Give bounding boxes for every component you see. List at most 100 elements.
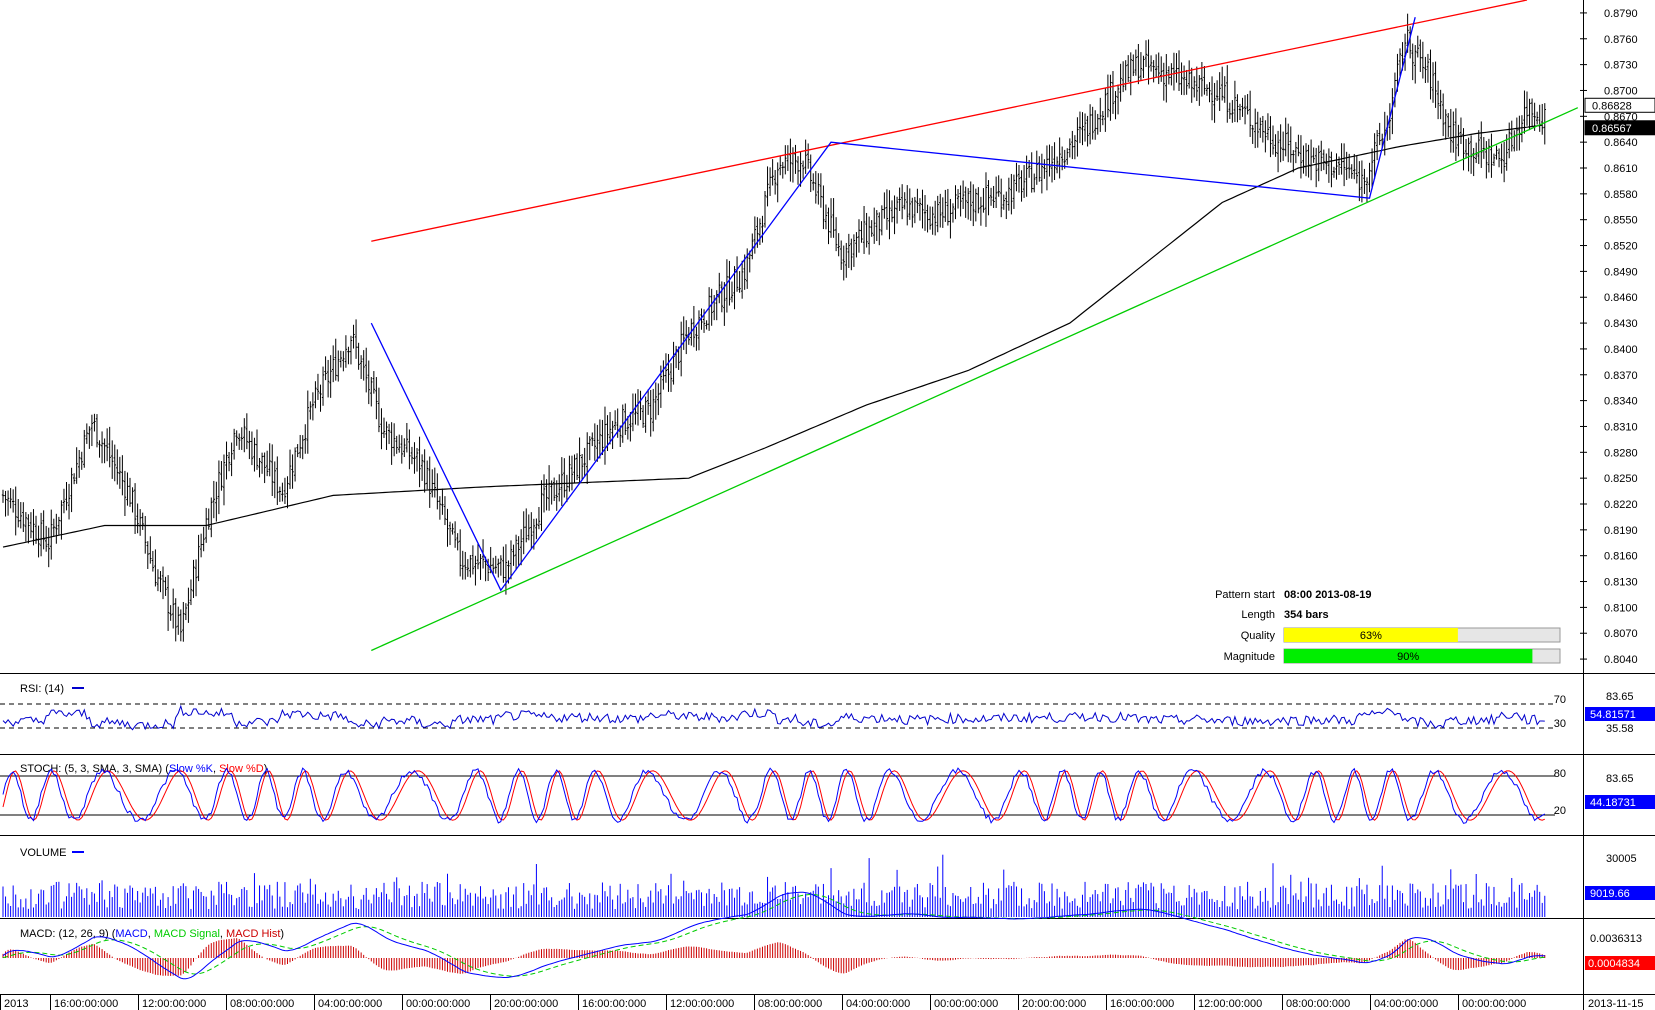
time-tick-label-7: 16:00:00:000 [582, 998, 646, 1010]
magnitude-percent: 90% [1397, 651, 1419, 663]
macd-line-label: MACD [115, 928, 147, 940]
volume-current-value: 9019.66 [1590, 888, 1630, 900]
pattern-overlays [370, 0, 1579, 652]
price-tick-label-22: 0.8130 [1604, 577, 1638, 589]
overlay-line-0 [371, 0, 1528, 242]
time-tick-label-4: 04:00:00:000 [318, 998, 382, 1010]
price-tick-label-23: 0.8100 [1604, 602, 1638, 614]
price-tag-label-0: 0.86828 [1592, 100, 1632, 112]
moving-average-line [2, 124, 1543, 548]
price-tick-label-24: 0.8070 [1604, 628, 1638, 640]
time-tick-label-17: 00:00:00:000 [1462, 998, 1526, 1010]
price-tick-label-19: 0.8220 [1604, 499, 1638, 511]
macd-panel: MACD: (12, 26, 9) (MACD, MACD Signal, MA… [2, 891, 1655, 980]
time-tick-label-10: 04:00:00:000 [846, 998, 910, 1010]
time-tick-label-1: 16:00:00:000 [54, 998, 118, 1010]
price-tick-label-1: 0.8760 [1604, 34, 1638, 46]
time-axis: 2013 16:00:00:000 12:00:00:000 08:00:00:000… [0, 995, 1526, 1010]
volume-scale-top: 30005 [1606, 853, 1637, 865]
price-tick-label-20: 0.8190 [1604, 525, 1638, 537]
quality-bar-fill [1284, 628, 1458, 642]
price-tick-label-2: 0.8730 [1604, 60, 1638, 72]
stoch-label-prefix: STOCH: (5, 3, SMA, 3, SMA) ( [20, 763, 169, 775]
price-tick-label-6: 0.8610 [1604, 163, 1638, 175]
rsi-label: RSI: (14) [20, 683, 64, 695]
price-tick-label-17: 0.8280 [1604, 447, 1638, 459]
time-tick-label-2: 12:00:00:000 [142, 998, 206, 1010]
price-tick-label-15: 0.8340 [1604, 396, 1638, 408]
macd-histogram [2, 938, 1546, 976]
price-tick-label-21: 0.8160 [1604, 551, 1638, 563]
price-tick-label-10: 0.8490 [1604, 266, 1638, 278]
price-tick-label-18: 0.8250 [1604, 473, 1638, 485]
magnitude-bar-fill [1284, 649, 1533, 663]
rsi-line [2, 704, 1545, 731]
time-tick-label-11: 00:00:00:000 [934, 998, 998, 1010]
pattern-start-value: 08:00 2013-08-19 [1284, 589, 1371, 601]
price-tick-label-12: 0.8430 [1604, 318, 1638, 330]
macd-signal-path [2, 893, 1545, 977]
overlay-line-1 [371, 107, 1579, 652]
stoch-level-80-label: 80 [1554, 768, 1566, 780]
price-tick-label-3: 0.8700 [1604, 85, 1638, 97]
macd-label-prefix: MACD: (12, 26, 9) ( [20, 928, 116, 940]
stoch-current-tag [1585, 795, 1655, 809]
time-tick-label-15: 08:00:00:000 [1286, 998, 1350, 1010]
time-tick-label-5: 00:00:00:000 [406, 998, 470, 1010]
time-tick-label-16: 04:00:00:000 [1374, 998, 1438, 1010]
price-tick-label-16: 0.8310 [1604, 421, 1638, 433]
price-tags: 0.86828 0.86567 [1584, 97, 1655, 136]
stoch-panel: STOCH: (5, 3, SMA, 3, SMA) (Slow %K, Slo… [0, 763, 1655, 824]
stoch-level-20-label: 20 [1554, 805, 1566, 817]
stoch-k-path [2, 767, 1546, 824]
stoch-lines [2, 767, 1546, 824]
stoch-label-suffix: ) [264, 763, 268, 775]
price-tag-box-1 [1584, 120, 1655, 136]
rsi-current-tag [1585, 707, 1655, 721]
rsi-panel: RSI: (14) 70 30 83.65 35.58 54.81571 [0, 683, 1655, 735]
macd-label: MACD: (12, 26, 9) (MACD, MACD Signal, MA… [20, 928, 284, 940]
price-tick-label-8: 0.8550 [1604, 215, 1638, 227]
price-tick-label-5: 0.8640 [1604, 137, 1638, 149]
length-value: 354 bars [1284, 609, 1329, 621]
macd-current-value: 0.0004834 [1588, 958, 1640, 970]
price-tick-label-14: 0.8370 [1604, 370, 1638, 382]
macd-lines [2, 891, 1545, 980]
stoch-d-label: Slow %D [219, 763, 264, 775]
macd-hist-label: MACD Hist [226, 928, 280, 940]
stoch-d-path [2, 770, 1545, 821]
price-tick-label-11: 0.8460 [1604, 292, 1638, 304]
macd-scale-top: 0.0036313 [1590, 933, 1642, 945]
price-axis: 0.87900.87600.87300.87000.86700.86400.86… [1580, 8, 1638, 666]
volume-panel: VOLUME 30005 9019.66 [2, 847, 1655, 917]
time-tick-label-3: 08:00:00:000 [230, 998, 294, 1010]
time-tick-label-14: 12:00:00:000 [1198, 998, 1262, 1010]
volume-current-tag [1585, 886, 1655, 900]
price-tag-label-1: 0.86567 [1592, 123, 1632, 135]
stoch-scale-top: 83.65 [1606, 773, 1634, 785]
time-tick-label-9: 08:00:00:000 [758, 998, 822, 1010]
volume-label: VOLUME [20, 847, 66, 859]
time-tick-label-6: 20:00:00:000 [494, 998, 558, 1010]
rsi-scale-top: 83.65 [1606, 691, 1634, 703]
time-tick-label-0: 2013 [4, 998, 28, 1010]
ma-path [2, 124, 1543, 548]
price-candles [1, 13, 1546, 642]
overlay-line-2 [370, 17, 1416, 592]
stoch-current-value: 44.18731 [1590, 797, 1636, 809]
rsi-level-30-label: 30 [1554, 718, 1566, 730]
price-tick-label-0: 0.8790 [1604, 8, 1638, 20]
macd-current-tag [1585, 956, 1655, 970]
rsi-scale-bottom: 35.58 [1606, 723, 1634, 735]
price-tag-box-0 [1584, 97, 1655, 113]
rsi-path [2, 704, 1545, 731]
macd-signal-label: MACD Signal [154, 928, 220, 940]
price-tick-label-9: 0.8520 [1604, 241, 1638, 253]
rsi-current-value: 54.81571 [1590, 709, 1636, 721]
stoch-label-sep: , [213, 763, 219, 775]
macd-label-sep2: , [220, 928, 226, 940]
macd-line-path [2, 891, 1545, 980]
macd-label-sep1: , [148, 928, 154, 940]
price-tick-label-7: 0.8580 [1604, 189, 1638, 201]
